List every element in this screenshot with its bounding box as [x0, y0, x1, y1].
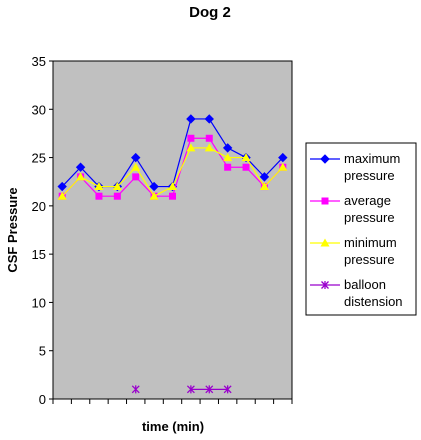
- data-point: [278, 152, 288, 163]
- data-point: [57, 181, 67, 192]
- legend-entry: average pressure: [310, 193, 395, 225]
- data-point: [259, 172, 270, 182]
- data-point: [224, 163, 232, 171]
- data-point: [187, 134, 195, 142]
- data-point: [204, 143, 214, 152]
- series-layer: [57, 114, 288, 394]
- series-line-segment: [116, 157, 137, 187]
- data-point: [168, 182, 177, 191]
- legend-label: pressure: [344, 252, 395, 267]
- legend-label: pressure: [344, 168, 395, 183]
- series-line-segment: [135, 166, 155, 197]
- data-point: [223, 153, 233, 162]
- series-line-segment: [171, 118, 192, 187]
- legend-label: minimum: [344, 235, 397, 250]
- series-line-segment: [208, 118, 229, 149]
- data-point: [131, 162, 141, 171]
- y-tick-label: 0: [39, 392, 46, 407]
- data-point: [149, 181, 159, 192]
- plot-area: [52, 60, 293, 400]
- data-point: [76, 172, 86, 181]
- y-tick-label: 30: [32, 102, 46, 117]
- series-line-segment: [263, 157, 284, 178]
- y-tick-label: 5: [39, 344, 46, 359]
- legend-marker: [320, 154, 330, 164]
- data-point: [131, 152, 141, 163]
- series-line-segment: [61, 166, 82, 187]
- legend: maximum pressure average pressure minimum pre…: [310, 151, 403, 309]
- data-point: [222, 143, 233, 153]
- chart-title: Dog 2: [189, 4, 231, 21]
- y-tick-label: 25: [32, 151, 46, 166]
- data-point: [259, 182, 269, 191]
- data-point: [205, 385, 214, 394]
- series-average-pressure: [58, 134, 287, 200]
- x-axis-ticks: [52, 399, 293, 404]
- legend-label: balloon: [344, 277, 386, 292]
- data-point: [113, 192, 121, 200]
- data-point: [186, 143, 196, 152]
- y-tick-label: 35: [32, 54, 46, 69]
- series-line-segment: [171, 147, 192, 187]
- data-point: [278, 162, 288, 171]
- series-line-segment: [245, 157, 265, 187]
- data-point: [223, 385, 232, 394]
- x-axis-title: time (min): [142, 419, 204, 434]
- data-point: [57, 191, 67, 200]
- series-balloon-distension: [131, 385, 232, 394]
- legend-marker: [321, 197, 329, 205]
- legend-label: pressure: [344, 210, 395, 225]
- y-tick-label: 15: [32, 247, 46, 262]
- series-line-segment: [80, 166, 100, 187]
- legend-label: average: [344, 193, 391, 208]
- y-tick-label: 20: [32, 199, 46, 214]
- series-minimum-pressure: [57, 143, 288, 200]
- data-point: [204, 114, 214, 124]
- data-point: [95, 192, 103, 200]
- y-axis: 0 5 10 15 20 25 30 35: [32, 54, 53, 407]
- data-point: [241, 153, 251, 162]
- legend-label: distension: [344, 294, 403, 309]
- series-line-segment: [135, 157, 155, 187]
- legend-label: maximum: [344, 151, 400, 166]
- data-point: [75, 162, 86, 172]
- data-point: [169, 192, 176, 200]
- legend-entry: minimum pressure: [310, 235, 397, 267]
- data-point: [149, 191, 159, 200]
- data-point: [205, 134, 213, 142]
- data-point: [186, 385, 195, 394]
- data-point: [94, 182, 104, 191]
- y-tick-label: 10: [32, 295, 46, 310]
- y-axis-title: CSF Pressure: [5, 187, 20, 272]
- data-point: [112, 182, 122, 191]
- legend-entry: balloon distension: [310, 277, 403, 309]
- data-point: [131, 385, 140, 394]
- legend-entry: maximum pressure: [310, 151, 400, 183]
- legend-marker: [320, 238, 330, 247]
- legend-marker: [321, 281, 329, 289]
- data-point: [132, 173, 140, 181]
- data-point: [242, 163, 250, 171]
- data-point: [186, 114, 196, 124]
